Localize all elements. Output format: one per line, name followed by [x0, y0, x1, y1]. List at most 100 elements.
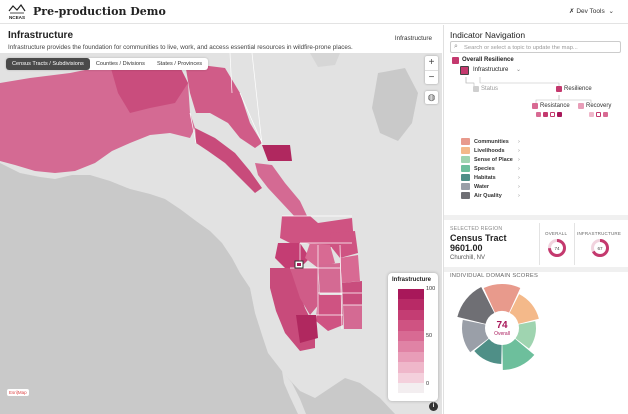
region-bc — [255, 163, 308, 218]
region-name-line-1: Census Tract — [450, 233, 507, 243]
legend-max-label: 100 — [426, 286, 436, 292]
domain-swatch — [461, 165, 470, 172]
legend-swatch — [398, 309, 424, 321]
chevron-right-icon: › — [518, 165, 520, 172]
indicator-search: ⌕ — [450, 41, 621, 53]
resistance-sub-2[interactable] — [543, 112, 548, 117]
domain-item-water[interactable]: Water › — [461, 182, 520, 191]
resistance-label[interactable]: Resistance — [540, 103, 570, 109]
basemap-credit[interactable]: Esri|Map — [7, 389, 29, 396]
tab-counties[interactable]: Counties / Divisions — [95, 61, 145, 67]
sunburst-segment-water[interactable] — [461, 319, 489, 353]
sunburst-segment-air-quality[interactable] — [457, 286, 495, 324]
legend-swatch — [398, 299, 424, 310]
domain-label: Species — [474, 165, 495, 172]
legend-title: Infrastructure — [392, 277, 432, 283]
infrastructure-gauge: 67 — [591, 239, 609, 257]
status-label[interactable]: Status — [481, 86, 499, 92]
domain-item-communities[interactable]: Communities › — [461, 137, 520, 146]
legend-swatch — [398, 362, 424, 373]
page-title: Infrastructure — [8, 30, 74, 41]
resistance-swatch[interactable] — [532, 103, 538, 109]
legend-mid-label: 50 — [426, 333, 433, 339]
map-legend: Infrastructure 100 50 0 — [388, 273, 438, 401]
dev-tools-label: Dev Tools — [576, 8, 605, 15]
legend-swatch — [398, 382, 424, 394]
map-header: Infrastructure Infrastructure provides t… — [0, 25, 442, 53]
resilience-swatch[interactable] — [556, 86, 562, 92]
domain-item-sense-of-place[interactable]: Sense of Place › — [461, 155, 520, 164]
domain-swatch — [461, 147, 470, 154]
overall-score-label: Overall — [494, 331, 510, 337]
infrastructure-gauge-label: INFRASTRUCTURE — [577, 231, 622, 236]
sunburst-segment-sense-of-place[interactable] — [515, 321, 536, 349]
infrastructure-swatch[interactable] — [460, 66, 469, 75]
chevron-right-icon: › — [518, 174, 520, 181]
tab-census-tracts[interactable]: Census Tracts / Subdivisions — [6, 58, 90, 70]
region-newmexico — [343, 305, 362, 329]
domain-item-species[interactable]: Species › — [461, 164, 520, 173]
domain-item-air-quality[interactable]: Air Quality › — [461, 191, 520, 200]
recovery-sub-3[interactable] — [603, 112, 608, 117]
recovery-sub-1[interactable] — [589, 112, 594, 117]
map-canvas[interactable] — [0, 53, 442, 414]
region-alaska-panhandle — [195, 128, 262, 193]
recovery-sub-2[interactable] — [596, 112, 601, 117]
sunburst-segment-species[interactable] — [502, 338, 535, 370]
domain-scores-sunburst[interactable]: 74 Overall — [454, 280, 550, 376]
resistance-sub-3[interactable] — [550, 112, 555, 117]
resilience-label[interactable]: Resilience — [564, 86, 592, 92]
section-divider — [444, 215, 628, 220]
recovery-swatch[interactable] — [578, 103, 584, 109]
region-alaska-2 — [110, 61, 188, 113]
domain-label: Livelihoods — [474, 147, 505, 154]
overall-resilience-label[interactable]: Overall Resilience — [462, 57, 514, 63]
legend-swatch — [398, 341, 424, 352]
infrastructure-label[interactable]: Infrastructure — [473, 67, 509, 73]
sunburst-segment-habitats[interactable] — [474, 338, 502, 364]
sunburst-segment-livelihoods[interactable] — [509, 294, 539, 324]
domain-item-habitats[interactable]: Habitats › — [461, 173, 520, 182]
indicator-navigation-title: Indicator Navigation — [450, 30, 526, 40]
section-divider — [444, 267, 628, 272]
chevron-right-icon: › — [518, 183, 520, 190]
domain-swatch — [461, 174, 470, 181]
globe-icon[interactable]: ◍ — [425, 91, 438, 104]
domain-item-livelihoods[interactable]: Livelihoods › — [461, 146, 520, 155]
resistance-sub-1[interactable] — [536, 112, 541, 117]
overall-resilience-swatch[interactable] — [452, 57, 459, 64]
divider — [574, 223, 575, 265]
right-panel: Indicator Navigation ⌕ Overall Resilienc… — [443, 25, 628, 414]
selected-region-label: SELECTED REGION — [450, 226, 503, 232]
chevron-down-icon[interactable]: ⌄ — [516, 67, 522, 73]
overall-score-value: 74 — [496, 320, 508, 331]
region-idaho — [305, 243, 335, 268]
domain-swatch — [461, 192, 470, 199]
legend-swatch — [398, 289, 424, 300]
recovery-label[interactable]: Recovery — [586, 103, 612, 109]
info-icon[interactable]: i — [429, 402, 438, 411]
zoom-in-button[interactable]: + — [428, 57, 435, 68]
selected-region-marker-fill — [297, 263, 301, 266]
domain-swatch — [461, 183, 470, 190]
page-subtitle: Infrastructure provides the foundation f… — [8, 44, 353, 51]
domain-label: Air Quality — [474, 192, 502, 199]
tab-states[interactable]: States / Provinces — [156, 61, 203, 67]
sunburst-segment-communities[interactable] — [483, 283, 521, 313]
land-baja — [282, 371, 306, 414]
status-swatch[interactable] — [473, 86, 479, 92]
overall-gauge-label: OVERALL — [545, 231, 568, 236]
legend-swatch — [398, 330, 424, 342]
domain-swatch — [461, 138, 470, 145]
search-input[interactable] — [464, 43, 614, 52]
map-view[interactable]: Census Tracts / Subdivisions Counties / … — [0, 53, 442, 414]
land-hudson-bay — [372, 68, 418, 141]
zoom-control: + − — [425, 56, 438, 84]
nceas-logo: NCEAS — [8, 3, 26, 20]
zoom-out-button[interactable]: − — [425, 70, 438, 84]
region-nevada — [290, 268, 320, 315]
dev-tools-menu[interactable]: ✗ Dev Tools ⌄ — [569, 7, 614, 15]
domain-label: Communities — [474, 138, 509, 145]
legend-color-scale — [398, 289, 424, 394]
resistance-sub-4[interactable] — [557, 112, 562, 117]
